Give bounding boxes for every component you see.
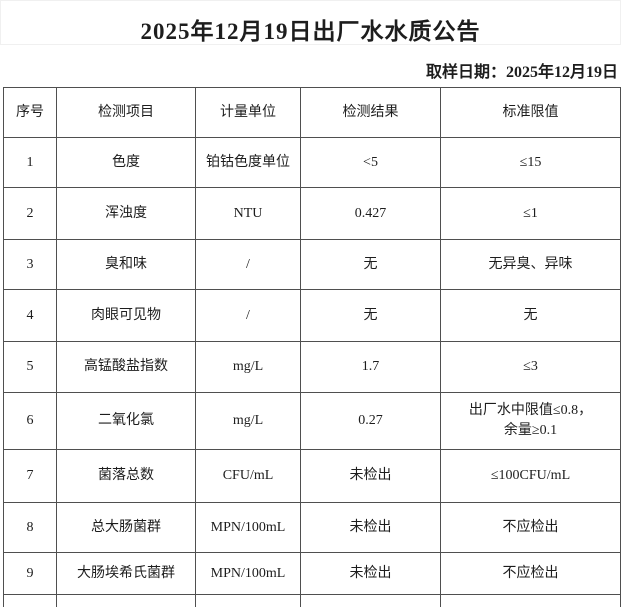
result-cell: 无 (300, 289, 441, 342)
empty-cell (56, 594, 196, 607)
header-limit: 标准限值 (440, 87, 621, 138)
row-number-cell: 5 (3, 341, 57, 393)
item-cell: 高锰酸盐指数 (56, 341, 196, 393)
table-row: 7 菌落总数 CFU/mL 未检出 ≤100CFU/mL (3, 449, 621, 503)
unit-cell: MPN/100mL (195, 552, 301, 595)
result-cell: 未检出 (300, 552, 441, 595)
row-number-cell: 1 (3, 137, 57, 188)
unit-cell: CFU/mL (195, 449, 301, 503)
result-cell: 未检出 (300, 502, 441, 553)
unit-cell: NTU (195, 187, 301, 240)
result-cell: 0.27 (300, 392, 441, 450)
header-unit: 计量单位 (195, 87, 301, 138)
table-row: 9 大肠埃希氏菌群 MPN/100mL 未检出 不应检出 (3, 552, 621, 595)
item-cell: 菌落总数 (56, 449, 196, 503)
unit-cell: mg/L (195, 392, 301, 450)
unit-cell: / (195, 239, 301, 290)
result-cell: <5 (300, 137, 441, 188)
limit-cell: ≤1 (440, 187, 621, 240)
limit-cell: ≤15 (440, 137, 621, 188)
item-cell: 臭和味 (56, 239, 196, 290)
row-number-cell: 4 (3, 289, 57, 342)
empty-cell (195, 594, 301, 607)
table-row: 1 色度 铂钴色度单位 <5 ≤15 (3, 137, 621, 188)
limit-cell: 不应检出 (440, 552, 621, 595)
table-row: 2 浑浊度 NTU 0.427 ≤1 (3, 187, 621, 240)
table-row: 5 高锰酸盐指数 mg/L 1.7 ≤3 (3, 341, 621, 393)
row-number-cell: 6 (3, 392, 57, 450)
unit-cell: MPN/100mL (195, 502, 301, 553)
table-row: 8 总大肠菌群 MPN/100mL 未检出 不应检出 (3, 502, 621, 553)
row-number-cell: 9 (3, 552, 57, 595)
limit-cell: 不应检出 (440, 502, 621, 553)
row-number-cell: 7 (3, 449, 57, 503)
water-quality-table: 序号 检测项目 计量单位 检测结果 标准限值 1 色度 铂钴色度单位 <5 ≤1… (3, 87, 621, 607)
limit-cell: ≤3 (440, 341, 621, 393)
item-cell: 肉眼可见物 (56, 289, 196, 342)
item-cell: 色度 (56, 137, 196, 188)
empty-cell (3, 594, 57, 607)
result-cell: 0.427 (300, 187, 441, 240)
empty-cell (300, 594, 441, 607)
table-row-cutoff (3, 594, 621, 607)
unit-cell: 铂钴色度单位 (195, 137, 301, 188)
limit-cell: ≤100CFU/mL (440, 449, 621, 503)
header-seq: 序号 (3, 87, 57, 138)
table-header-row: 序号 检测项目 计量单位 检测结果 标准限值 (3, 87, 621, 138)
table-row: 6 二氧化氯 mg/L 0.27 出厂水中限值≤0.8， 余量≥0.1 (3, 392, 621, 450)
row-number-cell: 8 (3, 502, 57, 553)
row-number-cell: 3 (3, 239, 57, 290)
table-row: 4 肉眼可见物 / 无 无 (3, 289, 621, 342)
item-cell: 大肠埃希氏菌群 (56, 552, 196, 595)
header-item: 检测项目 (56, 87, 196, 138)
limit-cell: 无 (440, 289, 621, 342)
row-number-cell: 2 (3, 187, 57, 240)
unit-cell: / (195, 289, 301, 342)
result-cell: 无 (300, 239, 441, 290)
limit-cell: 出厂水中限值≤0.8， 余量≥0.1 (440, 392, 621, 450)
result-cell: 未检出 (300, 449, 441, 503)
sample-date-label: 取样日期：2025年12月19日 (425, 64, 618, 81)
item-cell: 二氧化氯 (56, 392, 196, 450)
limit-cell: 无异臭、异味 (440, 239, 621, 290)
item-cell: 总大肠菌群 (56, 502, 196, 553)
result-cell: 1.7 (300, 341, 441, 393)
table-row: 3 臭和味 / 无 无异臭、异味 (3, 239, 621, 290)
page-title: 2025年12月19日出厂水水质公告 (0, 0, 621, 45)
item-cell: 浑浊度 (56, 187, 196, 240)
empty-cell (440, 594, 621, 607)
unit-cell: mg/L (195, 341, 301, 393)
header-result: 检测结果 (300, 87, 441, 138)
